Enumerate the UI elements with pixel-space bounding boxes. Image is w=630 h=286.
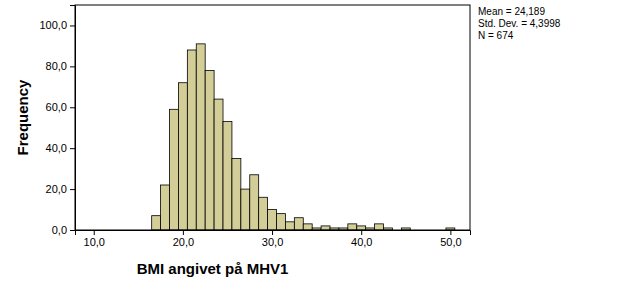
axis-line: [76, 231, 471, 236]
bar: [259, 197, 268, 230]
tick: 80,0: [46, 60, 75, 72]
tick-label: 50,0: [440, 236, 461, 248]
chart: 10,0 20,0 30,0 40,0 50,0 0,0 20,0 40,0 60,0 80,0 1…: [0, 0, 630, 286]
tick-label: 20,0: [173, 236, 194, 248]
x-axis: 10,0 20,0 30,0 40,0 50,0: [76, 230, 471, 248]
tick: 40,0: [351, 230, 372, 248]
tick-label: 40,0: [46, 142, 67, 154]
bar: [357, 226, 366, 230]
tick-mark: [361, 230, 362, 235]
bar: [250, 175, 259, 230]
bar: [303, 224, 312, 230]
tick: 40,0: [46, 142, 75, 154]
annotation: Std. Dev. = 4,3998: [478, 18, 561, 29]
plot: 10,0 20,0 30,0 40,0 50,0 0,0 20,0 40,0 60,0 80,0 1…: [39, 5, 470, 248]
bar: [152, 216, 161, 230]
tick: 100,0: [39, 19, 75, 31]
tick: 10,0: [84, 230, 105, 248]
bar: [375, 224, 384, 230]
tick: 20,0: [173, 230, 194, 248]
bar: [348, 224, 357, 230]
tick: 0,0: [52, 224, 75, 236]
tick-mark: [70, 189, 75, 190]
tick-label: 10,0: [84, 236, 105, 248]
tick-label: 80,0: [46, 60, 67, 72]
tick-mark: [70, 107, 75, 108]
annotation: Mean = 24,189: [478, 6, 545, 17]
bar: [187, 50, 196, 230]
bar: [178, 83, 187, 230]
bar: [285, 222, 294, 230]
bar: [232, 158, 241, 230]
bar: [241, 189, 250, 230]
bar: [214, 99, 223, 230]
tick-mark: [70, 230, 75, 231]
tick-label: 20,0: [46, 183, 67, 195]
bar: [277, 214, 286, 230]
tick: 50,0: [440, 230, 461, 248]
tick-label: 40,0: [351, 236, 372, 248]
tick-mark: [70, 148, 75, 149]
tick: 30,0: [262, 230, 283, 248]
tick: 20,0: [46, 183, 75, 195]
bar: [268, 210, 277, 230]
tick-mark: [70, 66, 75, 67]
tick-mark: [70, 25, 75, 26]
tick-mark: [272, 230, 273, 235]
y-axis: 0,0 20,0 40,0 60,0 80,0 100,0: [39, 6, 75, 237]
tick-mark: [450, 230, 451, 235]
axis-line: [70, 6, 76, 231]
tick-label: 30,0: [262, 236, 283, 248]
annotations: Mean = 24,189Std. Dev. = 4,3998N = 674: [478, 6, 561, 41]
plot-frame: [75, 5, 470, 230]
tick-label: 0,0: [52, 224, 67, 236]
bar: [205, 70, 214, 230]
x-axis-title: BMI angivet på MHV1: [137, 260, 289, 277]
bars: [152, 44, 455, 230]
tick-mark: [183, 230, 184, 235]
tick: 60,0: [46, 101, 75, 113]
tick-label: 100,0: [39, 19, 67, 31]
bar: [321, 226, 330, 230]
bar: [294, 218, 303, 230]
bar: [161, 185, 170, 230]
tick-label: 60,0: [46, 101, 67, 113]
y-axis-title: Frequency: [14, 79, 31, 156]
bar: [170, 109, 179, 230]
bar: [223, 122, 232, 230]
bar: [196, 44, 205, 230]
annotation: N = 674: [478, 30, 514, 41]
tick-mark: [94, 230, 95, 235]
